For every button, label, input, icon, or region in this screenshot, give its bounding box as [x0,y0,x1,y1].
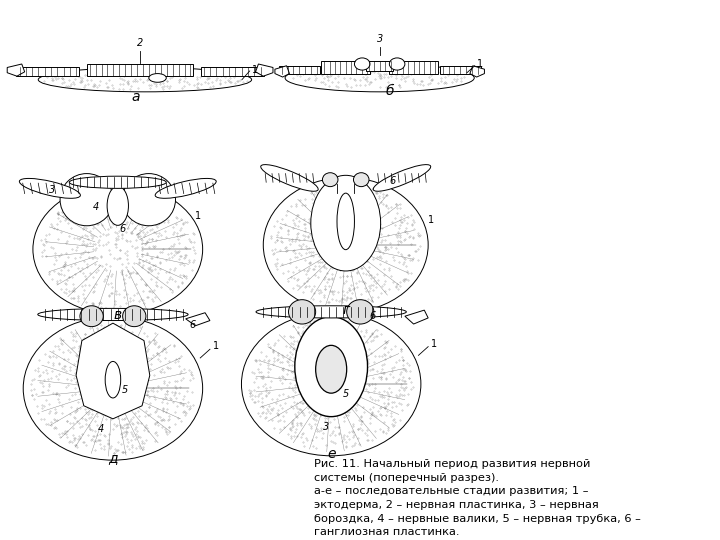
Bar [201,68,264,76]
Ellipse shape [33,184,202,314]
Ellipse shape [294,316,367,417]
Text: 2: 2 [137,38,143,49]
Polygon shape [470,66,485,77]
Text: 1: 1 [428,215,434,225]
Text: 1: 1 [431,339,437,349]
Bar [440,66,480,74]
Bar [17,68,79,76]
Text: б: б [385,84,394,98]
Ellipse shape [337,193,354,249]
Text: 5: 5 [122,384,127,395]
Text: 6: 6 [189,320,196,329]
Ellipse shape [390,58,405,70]
Ellipse shape [19,178,81,198]
Polygon shape [76,323,150,419]
Circle shape [354,173,369,187]
Ellipse shape [149,73,166,82]
Ellipse shape [264,178,428,312]
Ellipse shape [107,186,128,225]
Text: 1: 1 [213,341,219,351]
Ellipse shape [60,173,114,226]
Text: 6: 6 [370,311,376,321]
Polygon shape [7,64,24,76]
Ellipse shape [105,361,121,398]
Text: е: е [327,447,336,461]
Text: 3: 3 [377,34,383,44]
Text: 1: 1 [251,65,258,75]
Circle shape [122,306,146,327]
Ellipse shape [256,306,406,318]
Ellipse shape [23,316,202,460]
Polygon shape [275,66,289,77]
Circle shape [289,300,315,324]
Bar [279,66,320,74]
Bar [366,60,393,71]
Ellipse shape [315,346,347,393]
Ellipse shape [354,58,370,70]
Ellipse shape [261,165,318,191]
Polygon shape [256,64,273,76]
Ellipse shape [373,165,431,191]
Bar [390,62,438,73]
Ellipse shape [38,68,251,92]
Text: г: г [342,303,349,318]
Bar [86,64,194,76]
Text: 4: 4 [98,424,104,434]
Text: 6: 6 [120,224,126,234]
Polygon shape [186,313,210,326]
Circle shape [347,300,374,324]
Text: а: а [131,90,140,104]
Circle shape [323,173,338,187]
Text: 4: 4 [94,202,99,212]
Ellipse shape [285,64,474,92]
Text: 1: 1 [477,59,483,69]
Polygon shape [405,310,428,324]
Bar [321,62,370,73]
Ellipse shape [241,312,421,456]
Ellipse shape [69,176,166,188]
Text: 3: 3 [323,422,330,432]
Circle shape [80,306,103,327]
Text: 5: 5 [343,389,349,399]
Text: Рис. 11. Начальный период развития нервной
системы (поперечный разрез).
а-е – по: Рис. 11. Начальный период развития нервн… [314,459,641,537]
Ellipse shape [156,178,216,198]
Ellipse shape [37,308,188,321]
Text: в: в [114,308,122,322]
Text: 3: 3 [49,185,55,195]
Text: 1: 1 [195,211,202,221]
Ellipse shape [122,173,176,226]
Ellipse shape [311,176,381,271]
Text: д: д [108,451,118,465]
Text: 6: 6 [389,176,395,186]
